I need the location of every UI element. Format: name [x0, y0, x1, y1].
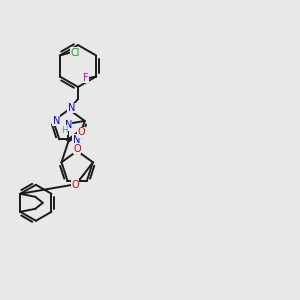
- Text: Cl: Cl: [70, 47, 80, 58]
- Text: O: O: [71, 180, 79, 190]
- Text: O: O: [78, 127, 85, 137]
- Text: N: N: [52, 116, 60, 126]
- Text: N: N: [64, 120, 72, 130]
- Text: F: F: [83, 73, 88, 83]
- Text: H: H: [61, 126, 68, 135]
- Text: N: N: [73, 135, 80, 145]
- Text: N: N: [68, 103, 75, 113]
- Text: O: O: [74, 143, 81, 154]
